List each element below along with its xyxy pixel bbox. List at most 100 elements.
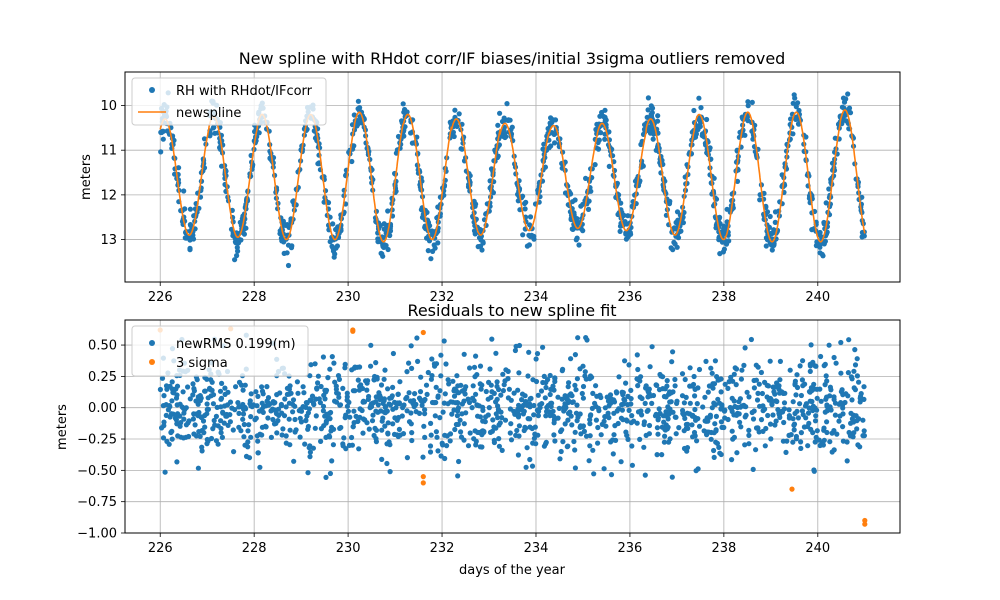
residual-point: [581, 428, 588, 434]
residual-point: [568, 413, 574, 419]
residual-point: [337, 425, 343, 431]
residual-point: [703, 358, 709, 364]
rh-data-point: [430, 248, 436, 254]
residual-point: [797, 363, 803, 369]
residual-point: [309, 393, 316, 399]
rh-data-point: [454, 123, 460, 129]
residual-point: [811, 468, 817, 474]
rh-data-point: [796, 107, 802, 114]
rh-data-point: [497, 110, 503, 116]
residual-point: [382, 423, 388, 429]
residual-point: [409, 365, 415, 371]
residual-point: [607, 398, 614, 404]
residual-point: [352, 388, 358, 394]
residual-point: [565, 397, 572, 404]
residual-point: [458, 429, 464, 435]
residual-point: [716, 444, 722, 450]
residual-point: [508, 437, 515, 443]
residual-point: [750, 416, 757, 422]
residual-point: [793, 392, 799, 398]
rh-data-point: [595, 146, 602, 152]
residual-point: [566, 380, 572, 386]
residual-point: [465, 443, 472, 449]
residual-point: [548, 400, 554, 406]
residual-point: [191, 388, 197, 394]
residual-point: [860, 417, 866, 423]
residual-point: [390, 384, 396, 390]
rh-data-point: [456, 111, 462, 117]
residual-point: [355, 418, 361, 424]
residual-point: [173, 413, 179, 419]
residual-point: [297, 415, 303, 421]
residual-point: [408, 343, 414, 349]
residual-point: [354, 364, 360, 370]
residual-point: [664, 383, 670, 389]
residual-point: [362, 417, 368, 423]
rh-data-point: [459, 146, 465, 152]
top-y-tick-label: 11: [100, 144, 117, 159]
residual-point: [507, 430, 513, 436]
residual-point: [597, 392, 603, 398]
residual-point: [275, 406, 282, 412]
rh-data-point: [713, 225, 719, 231]
residual-point: [572, 352, 579, 358]
residual-point: [225, 389, 231, 395]
residual-point: [245, 428, 251, 434]
residual-point: [650, 392, 657, 399]
residual-point: [387, 469, 393, 475]
bottom-y-tick-label: −0.25: [77, 433, 117, 448]
residual-point: [729, 408, 735, 415]
residual-point: [421, 423, 427, 429]
residual-point: [215, 441, 221, 447]
outlier-point: [420, 329, 426, 336]
residual-point: [667, 436, 673, 442]
residual-point: [255, 438, 261, 444]
residual-point: [645, 394, 651, 400]
residual-point: [714, 440, 721, 446]
rh-data-point: [480, 239, 486, 245]
residual-point: [461, 351, 467, 357]
residual-point: [806, 420, 812, 426]
residual-point: [259, 384, 265, 390]
residual-point: [545, 377, 551, 383]
residual-point: [731, 371, 737, 377]
residual-point: [652, 413, 659, 419]
residual-point: [401, 402, 407, 408]
residual-point: [236, 404, 242, 410]
residual-point: [379, 456, 385, 462]
residual-point: [767, 358, 773, 364]
residual-point: [233, 384, 239, 390]
rh-data-point: [430, 230, 436, 236]
bottom-panel: 226 228 230 232 234 236 238 240 −1.00 −0.75 −0.50 −…: [55, 301, 901, 578]
residual-point: [473, 442, 479, 448]
residual-point: [373, 360, 379, 366]
residual-point: [307, 397, 313, 403]
residual-point: [703, 418, 709, 424]
residual-point: [822, 361, 828, 367]
residual-point: [805, 443, 811, 449]
residual-point: [811, 381, 817, 387]
residual-point: [574, 402, 580, 408]
rh-data-point: [234, 253, 240, 259]
bottom-y-tick-label: 0.25: [88, 370, 117, 385]
residual-point: [248, 391, 254, 397]
rh-data-point: [526, 242, 533, 248]
residual-point: [264, 384, 270, 390]
bottom-x-tick-label: 232: [430, 541, 455, 556]
rh-data-point: [548, 143, 554, 149]
residual-point: [595, 424, 601, 431]
residual-point: [437, 388, 443, 394]
residual-point: [263, 424, 269, 430]
rh-data-point: [711, 175, 717, 181]
residual-point: [535, 413, 542, 419]
residual-point: [736, 399, 742, 405]
residual-point: [445, 377, 451, 383]
residual-point: [669, 359, 675, 365]
residual-point: [385, 420, 391, 426]
residual-point: [610, 451, 616, 457]
rh-data-point: [164, 128, 170, 134]
residual-point: [204, 436, 210, 443]
residual-point: [846, 337, 852, 343]
rh-data-point: [375, 239, 381, 245]
residual-point: [530, 440, 536, 446]
